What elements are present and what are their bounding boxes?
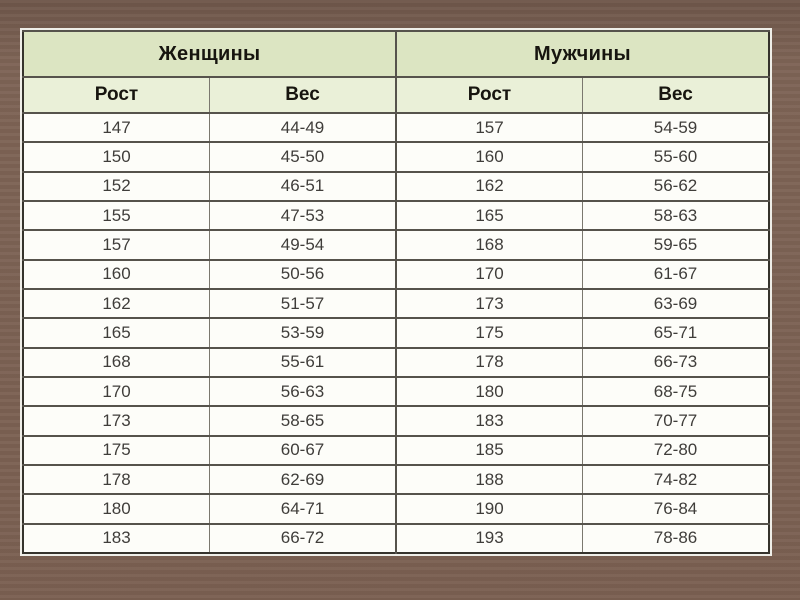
weight-cell: 56-62 <box>582 170 769 201</box>
height-cell: 185 <box>395 434 583 465</box>
height-cell: 175 <box>395 317 583 348</box>
weight-cell: 66-72 <box>209 522 396 553</box>
table-body: 147 44-49 157 54-59 150 45-50 160 55-60 152 46-51… <box>23 111 769 553</box>
height-cell: 175 <box>23 434 210 465</box>
weight-cell: 54-59 <box>582 111 769 143</box>
weight-cell: 45-50 <box>209 141 396 172</box>
height-cell: 173 <box>23 405 210 436</box>
height-cell: 188 <box>395 463 583 495</box>
height-weight-table: Женщины Мужчины Рост Вес Рост Вес 147 44-… <box>22 30 770 554</box>
height-cell: 193 <box>395 522 583 553</box>
table-row: 178 62-69 188 74-82 <box>23 463 769 495</box>
height-cell: 155 <box>23 199 210 231</box>
weight-cell: 55-61 <box>209 346 396 377</box>
weight-cell: 64-71 <box>209 493 396 524</box>
table-row: 180 64-71 190 76-84 <box>23 493 769 524</box>
height-cell: 173 <box>395 287 583 319</box>
weight-cell: 56-63 <box>209 375 396 407</box>
height-cell: 180 <box>23 493 210 524</box>
height-cell: 183 <box>23 522 210 553</box>
weight-cell: 60-67 <box>209 434 396 465</box>
height-cell: 178 <box>23 463 210 495</box>
table-row: 170 56-63 180 68-75 <box>23 375 769 407</box>
weight-cell: 74-82 <box>582 463 769 495</box>
weight-cell: 76-84 <box>582 493 769 524</box>
height-cell: 162 <box>395 170 583 201</box>
table-row: 147 44-49 157 54-59 <box>23 111 769 143</box>
weight-cell: 70-77 <box>582 405 769 436</box>
col-header-women-weight: Вес <box>209 76 396 113</box>
col-header-women-height: Рост <box>23 76 210 113</box>
height-cell: 165 <box>23 317 210 348</box>
weight-cell: 55-60 <box>582 141 769 172</box>
weight-cell: 53-59 <box>209 317 396 348</box>
weight-cell: 49-54 <box>209 229 396 260</box>
column-header-row: Рост Вес Рост Вес <box>23 76 769 113</box>
height-cell: 152 <box>23 170 210 201</box>
table-row: 150 45-50 160 55-60 <box>23 141 769 172</box>
height-cell: 180 <box>395 375 583 407</box>
group-header-men: Мужчины <box>395 30 769 77</box>
table-row: 175 60-67 185 72-80 <box>23 434 769 465</box>
table-row: 152 46-51 162 56-62 <box>23 170 769 201</box>
weight-cell: 63-69 <box>582 287 769 319</box>
col-header-men-weight: Вес <box>582 76 769 113</box>
weight-cell: 50-56 <box>209 258 396 289</box>
height-cell: 190 <box>395 493 583 524</box>
height-cell: 168 <box>23 346 210 377</box>
table-row: 162 51-57 173 63-69 <box>23 287 769 319</box>
weight-cell: 78-86 <box>582 522 769 553</box>
weight-cell: 58-65 <box>209 405 396 436</box>
table-row: 157 49-54 168 59-65 <box>23 229 769 260</box>
weight-cell: 58-63 <box>582 199 769 231</box>
height-cell: 165 <box>395 199 583 231</box>
height-cell: 183 <box>395 405 583 436</box>
height-cell: 170 <box>23 375 210 407</box>
group-header-row: Женщины Мужчины <box>23 30 769 77</box>
weight-cell: 47-53 <box>209 199 396 231</box>
height-cell: 157 <box>23 229 210 260</box>
weight-cell: 72-80 <box>582 434 769 465</box>
height-cell: 162 <box>23 287 210 319</box>
weight-cell: 59-65 <box>582 229 769 260</box>
height-cell: 170 <box>395 258 583 289</box>
height-weight-table-frame: Женщины Мужчины Рост Вес Рост Вес 147 44-… <box>20 28 772 556</box>
weight-cell: 68-75 <box>582 375 769 407</box>
table-row: 168 55-61 178 66-73 <box>23 346 769 377</box>
weight-cell: 62-69 <box>209 463 396 495</box>
table-row: 183 66-72 193 78-86 <box>23 522 769 553</box>
weight-cell: 65-71 <box>582 317 769 348</box>
table-row: 155 47-53 165 58-63 <box>23 199 769 231</box>
group-header-women: Женщины <box>23 30 396 77</box>
height-cell: 160 <box>395 141 583 172</box>
table-row: 173 58-65 183 70-77 <box>23 405 769 436</box>
height-cell: 160 <box>23 258 210 289</box>
table-row: 165 53-59 175 65-71 <box>23 317 769 348</box>
weight-cell: 61-67 <box>582 258 769 289</box>
height-cell: 147 <box>23 111 210 143</box>
height-cell: 168 <box>395 229 583 260</box>
weight-cell: 46-51 <box>209 170 396 201</box>
weight-cell: 51-57 <box>209 287 396 319</box>
height-cell: 150 <box>23 141 210 172</box>
height-cell: 157 <box>395 111 583 143</box>
weight-cell: 66-73 <box>582 346 769 377</box>
height-cell: 178 <box>395 346 583 377</box>
weight-cell: 44-49 <box>209 111 396 143</box>
table-row: 160 50-56 170 61-67 <box>23 258 769 289</box>
col-header-men-height: Рост <box>395 76 583 113</box>
